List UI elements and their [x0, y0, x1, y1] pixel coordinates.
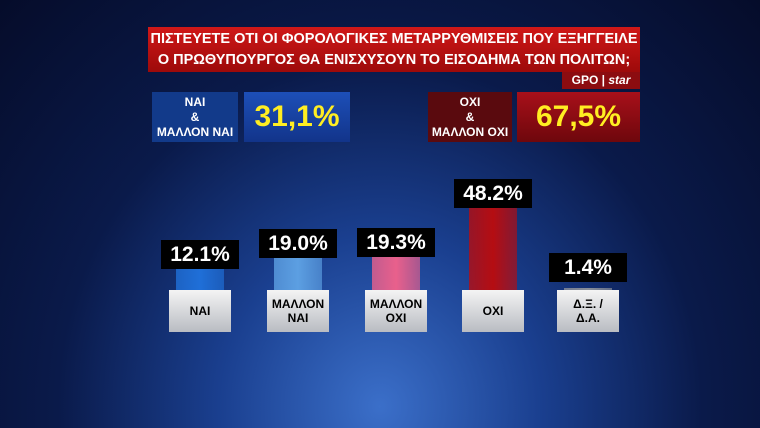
bar: [469, 208, 517, 290]
summary-value: 67,5%: [517, 92, 640, 142]
category-label: ΜΑΛΛΟΝ ΝΑΙ: [267, 290, 329, 332]
title-line: ΠΙΣΤΕΥΕΤΕ ΟΤΙ ΟΙ ΦΟΡΟΛΟΓΙΚΕΣ ΜΕΤΑΡΡΥΘΜΙΣ…: [150, 31, 638, 47]
value-label: 19.3%: [357, 228, 435, 258]
summary-label-line: ΜΑΛΛΟΝ ΟΧΙ: [431, 125, 509, 139]
summary-label: ΟΧΙ & ΜΑΛΛΟΝ ΟΧΙ: [428, 92, 512, 142]
summary-label-line: &: [465, 110, 475, 124]
summary-label-line: &: [190, 110, 200, 124]
summary-label-line: ΝΑΙ: [184, 95, 206, 109]
bar: [176, 269, 224, 290]
source: GPO | star: [562, 72, 640, 89]
category-label: Δ.Ξ. / Δ.Α.: [557, 290, 619, 332]
category-label: ΝΑΙ: [169, 290, 231, 332]
value-label: 12.1%: [161, 240, 239, 270]
title: ΠΙΣΤΕΥΕΤΕ ΟΤΙ ΟΙ ΦΟΡΟΛΟΓΙΚΕΣ ΜΕΤΑΡΡΥΘΜΙΣ…: [148, 27, 640, 72]
value-label: 1.4%: [549, 253, 627, 282]
value-label: 48.2%: [454, 179, 532, 209]
source-logo: star: [608, 73, 631, 87]
title-line: Ο ΠΡΩΘΥΠΟΥΡΓΟΣ ΘΑ ΕΝΙΣΧΥΣΟΥΝ ΤΟ ΕΙΣΟΔΗΜΑ…: [157, 52, 631, 68]
summary-label: ΝΑΙ & ΜΑΛΛΟΝ ΝΑΙ: [152, 92, 238, 142]
summary-label-line: ΟΧΙ: [459, 95, 481, 109]
source-logo: GPO: [571, 73, 599, 87]
category-label: ΜΑΛΛΟΝ ΟΧΙ: [365, 290, 427, 332]
value-label: 19.0%: [259, 228, 337, 258]
category-label: ΟΧΙ: [462, 290, 524, 332]
bar: [564, 287, 612, 290]
bar: [372, 257, 420, 290]
summary-value: 31,1%: [244, 92, 350, 142]
summary-label-line: ΜΑΛΛΟΝ ΝΑΙ: [156, 125, 234, 139]
bar: [274, 257, 322, 290]
